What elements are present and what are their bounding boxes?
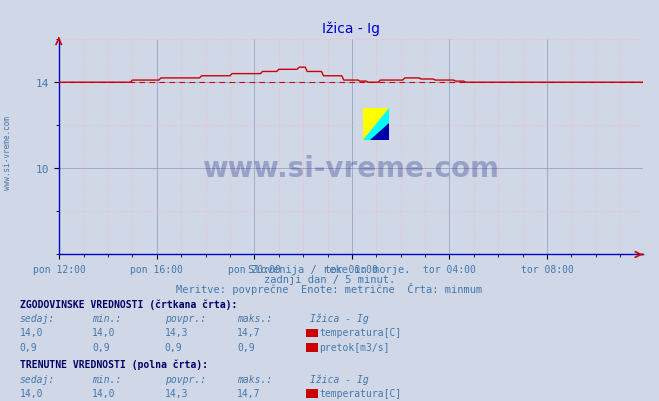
Title: Ižica - Ig: Ižica - Ig xyxy=(322,22,380,36)
Text: Slovenija / reke in morje.: Slovenija / reke in morje. xyxy=(248,264,411,274)
Text: temperatura[C]: temperatura[C] xyxy=(320,328,402,338)
Text: maks.:: maks.: xyxy=(237,374,272,384)
Text: temperatura[C]: temperatura[C] xyxy=(320,388,402,398)
Text: 14,0: 14,0 xyxy=(92,328,116,338)
Polygon shape xyxy=(370,123,389,141)
Text: Ižica - Ig: Ižica - Ig xyxy=(310,313,368,323)
Text: povpr.:: povpr.: xyxy=(165,374,206,384)
Text: Ižica - Ig: Ižica - Ig xyxy=(310,373,368,384)
Text: ZGODOVINSKE VREDNOSTI (črtkana črta):: ZGODOVINSKE VREDNOSTI (črtkana črta): xyxy=(20,298,237,309)
Text: 0,9: 0,9 xyxy=(165,342,183,352)
Text: maks.:: maks.: xyxy=(237,313,272,323)
Text: sedaj:: sedaj: xyxy=(20,313,55,323)
Text: TRENUTNE VREDNOSTI (polna črta):: TRENUTNE VREDNOSTI (polna črta): xyxy=(20,359,208,369)
Polygon shape xyxy=(362,109,389,141)
Text: 14,3: 14,3 xyxy=(165,388,188,398)
Text: 14,0: 14,0 xyxy=(92,388,116,398)
Text: 14,7: 14,7 xyxy=(237,328,261,338)
Text: 14,0: 14,0 xyxy=(20,328,43,338)
Text: Meritve: povprečne  Enote: metrične  Črta: minmum: Meritve: povprečne Enote: metrične Črta:… xyxy=(177,283,482,295)
Text: min.:: min.: xyxy=(92,374,122,384)
Bar xyxy=(362,109,389,141)
Text: 14,7: 14,7 xyxy=(237,388,261,398)
Text: 0,9: 0,9 xyxy=(237,342,255,352)
Text: 14,3: 14,3 xyxy=(165,328,188,338)
Text: zadnji dan / 5 minut.: zadnji dan / 5 minut. xyxy=(264,274,395,284)
Text: pretok[m3/s]: pretok[m3/s] xyxy=(320,342,390,352)
Text: sedaj:: sedaj: xyxy=(20,374,55,384)
Text: www.si-vreme.com: www.si-vreme.com xyxy=(202,155,500,183)
Text: 14,0: 14,0 xyxy=(20,388,43,398)
Text: 0,9: 0,9 xyxy=(92,342,110,352)
Text: min.:: min.: xyxy=(92,313,122,323)
Text: povpr.:: povpr.: xyxy=(165,313,206,323)
Text: www.si-vreme.com: www.si-vreme.com xyxy=(3,115,13,189)
Text: 0,9: 0,9 xyxy=(20,342,38,352)
